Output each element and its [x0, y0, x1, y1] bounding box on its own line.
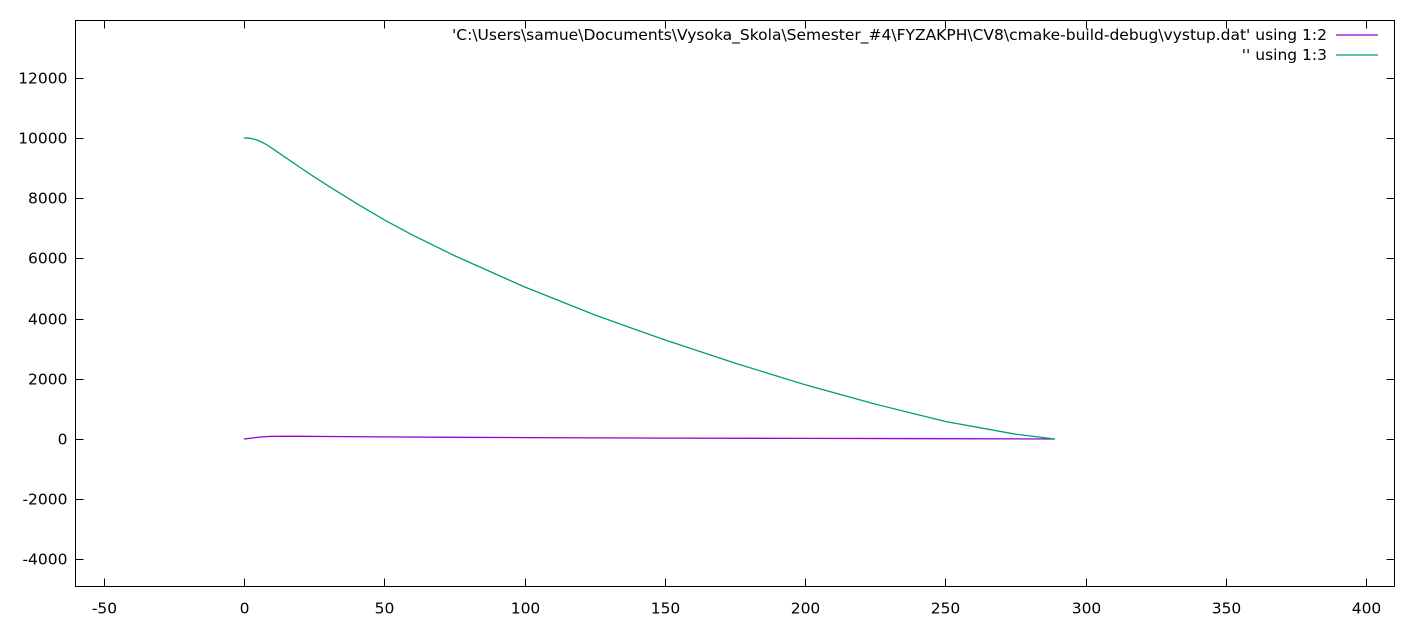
y-tick-label: -2000 — [22, 491, 67, 509]
y-tick-label: 2000 — [28, 371, 67, 389]
y-tick-label: -4000 — [22, 551, 67, 569]
series-line-2 — [243, 137, 1055, 440]
legend-label-1: 'C:\Users\samue\Documents\Vysoka_Skola\S… — [452, 26, 1327, 45]
y-tick-label: 8000 — [28, 190, 67, 208]
y-axis: -4000 -2000 0 2000 4000 6000 8000 10000 12000 — [18, 70, 1395, 569]
x-tick-label: 150 — [651, 600, 681, 618]
x-tick-label: 300 — [1072, 600, 1102, 618]
x-tick-label: 400 — [1352, 600, 1382, 618]
legend-label-2: '' using 1:3 — [1242, 46, 1327, 64]
x-tick-label: 350 — [1212, 600, 1242, 618]
y-tick-label: 12000 — [18, 70, 67, 88]
legend: 'C:\Users\samue\Documents\Vysoka_Skola\S… — [452, 26, 1378, 64]
x-tick-label: 200 — [791, 600, 821, 618]
x-tick-label: 0 — [240, 600, 250, 618]
series-line-1 — [243, 435, 1055, 440]
x-tick-label: 100 — [511, 600, 541, 618]
x-tick-label: -50 — [92, 600, 117, 618]
y-tick-label: 0 — [58, 431, 68, 449]
y-tick-label: 6000 — [28, 250, 67, 268]
series-layer — [243, 137, 1055, 440]
x-tick-label: 50 — [375, 600, 395, 618]
x-tick-label: 250 — [931, 600, 961, 618]
x-axis: -50 0 50 100 150 200 250 300 350 400 — [92, 20, 1382, 618]
plot-frame — [75, 20, 1395, 587]
y-tick-label: 10000 — [18, 130, 67, 148]
y-tick-label: 4000 — [28, 311, 67, 329]
